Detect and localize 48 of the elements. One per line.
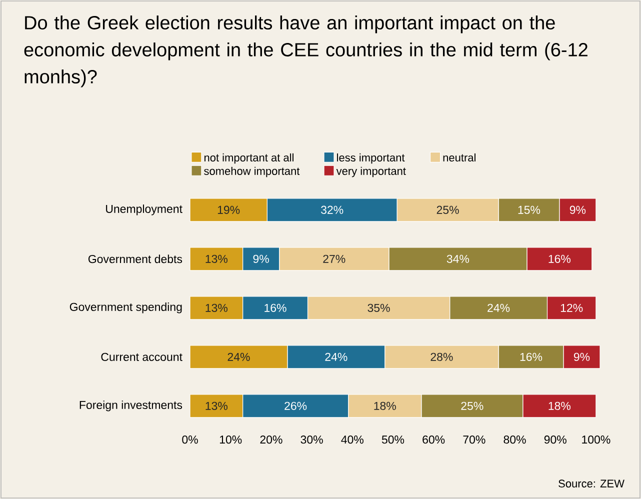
data-label: 18% xyxy=(374,402,396,410)
data-label: 9% xyxy=(574,352,590,361)
data-label: 13% xyxy=(206,402,228,410)
x-tick-label: 60% xyxy=(422,436,445,444)
data-label: 35% xyxy=(368,304,390,312)
data-label: 9% xyxy=(253,254,269,263)
y-tick-label: Government debts xyxy=(88,254,182,264)
x-tick-label: 10% xyxy=(220,436,242,444)
legend-label: somehow important xyxy=(204,166,300,178)
data-label: 9% xyxy=(570,206,586,214)
data-label: 13% xyxy=(206,304,228,312)
data-label: 32% xyxy=(321,206,344,214)
data-label: 16% xyxy=(264,304,286,312)
data-label: 34% xyxy=(446,254,470,263)
x-tick-label: 20% xyxy=(260,436,282,444)
legend-label: very important xyxy=(336,166,406,178)
data-label: 26% xyxy=(284,402,307,410)
data-label: 15% xyxy=(518,206,540,214)
data-label: 13% xyxy=(206,254,228,263)
data-label: 19% xyxy=(218,206,240,214)
data-label: 25% xyxy=(461,402,484,410)
x-tick-label: 30% xyxy=(300,436,323,444)
legend-label: neutral xyxy=(443,153,476,162)
y-tick-label: Unemployment xyxy=(106,204,182,216)
y-tick-label: Foreign investments xyxy=(80,400,182,412)
x-tick-label: 80% xyxy=(504,436,526,444)
data-label: 24% xyxy=(325,352,348,361)
data-label: 24% xyxy=(488,304,510,312)
y-tick-label: Current account xyxy=(101,352,182,361)
x-tick-label: 0% xyxy=(182,436,198,444)
legend-label: less important xyxy=(337,153,405,164)
legend-label: not important at all xyxy=(204,153,294,164)
x-tick-label: 70% xyxy=(463,436,486,444)
chart-title: Do the Greek election results have an important impact on the economic development in the CEE countries in the mid term (6-12 monhs)? xyxy=(24,16,588,88)
x-tick-label: 40% xyxy=(341,436,364,444)
data-label: 18% xyxy=(548,402,571,410)
data-label: 16% xyxy=(548,254,571,263)
data-label: 27% xyxy=(323,254,346,263)
data-label: 12% xyxy=(560,304,583,312)
data-label: 25% xyxy=(436,206,459,214)
y-tick-label: Government spending xyxy=(70,302,182,314)
data-label: 28% xyxy=(430,352,453,361)
x-tick-label: 100% xyxy=(582,436,610,444)
data-label: 16% xyxy=(520,352,542,361)
x-tick-label: 90% xyxy=(544,436,566,444)
source-note: Source: ZEW xyxy=(558,480,624,488)
data-label: 24% xyxy=(228,352,250,361)
x-tick-label: 50% xyxy=(382,436,404,444)
